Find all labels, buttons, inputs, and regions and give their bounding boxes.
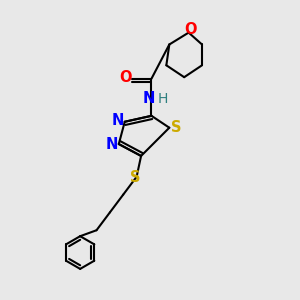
Text: O: O [119, 70, 132, 85]
Text: N: N [143, 92, 155, 106]
Text: N: N [106, 137, 118, 152]
Text: H: H [158, 92, 168, 106]
Text: N: N [112, 113, 124, 128]
Text: S: S [130, 170, 140, 185]
Text: S: S [171, 120, 181, 135]
Text: O: O [184, 22, 197, 37]
